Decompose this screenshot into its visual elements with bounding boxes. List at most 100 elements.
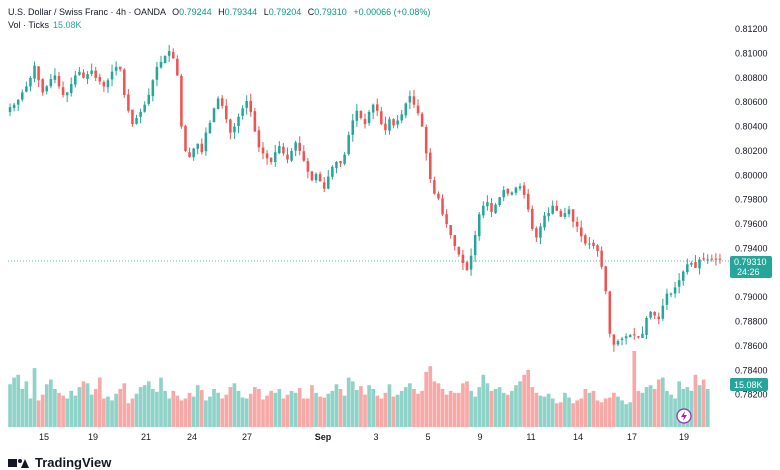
volume-bar [126, 403, 131, 427]
volume-bar [616, 396, 620, 427]
candle-body [98, 77, 102, 82]
volume-bar [514, 385, 518, 427]
volume-bar [40, 394, 45, 427]
price-axis[interactable]: 0.81200 0.81000 0.80800 0.80600 0.80400 0.802… [735, 24, 768, 400]
candle-body [318, 174, 322, 182]
candle-body [555, 205, 559, 211]
volume-bar [285, 394, 290, 427]
candle-body [412, 96, 416, 105]
volume-bar [665, 390, 669, 427]
volume-bar [167, 398, 171, 427]
volume-bar [640, 392, 645, 427]
volume-bar [61, 395, 65, 427]
volume-bar [403, 387, 408, 427]
tradingview-logo[interactable]: TradingView [8, 455, 111, 470]
candle-body [433, 180, 436, 194]
volume-bar [32, 368, 37, 427]
candle-body [53, 75, 57, 80]
candle-body [102, 82, 106, 87]
candle-body [677, 280, 681, 287]
candle-body [90, 70, 93, 74]
candle-body [461, 254, 465, 264]
volume-bar [469, 390, 473, 427]
candle-body [82, 72, 85, 78]
candle-body [41, 79, 44, 93]
volume-bars [8, 351, 710, 427]
volume-bar [701, 379, 706, 427]
volume-bar [567, 397, 571, 427]
volume-bar [346, 377, 351, 427]
volume-bar [28, 398, 33, 427]
candle-body [229, 119, 232, 133]
candle-body [163, 55, 167, 64]
candle-body [331, 166, 334, 177]
volume-bar [24, 381, 29, 427]
volume-bar [301, 398, 306, 427]
volume-bar [297, 388, 302, 427]
volume-bar [375, 395, 380, 427]
candle-body [61, 87, 65, 95]
candle-body [310, 171, 314, 181]
candle-body [216, 98, 220, 110]
volume-bar [505, 394, 510, 427]
candle-body [25, 86, 28, 92]
candle-body [408, 96, 412, 103]
candle-body [253, 111, 257, 132]
candle-body [429, 152, 432, 179]
chart-legend-volume[interactable]: Vol · Ticks 15.08K [8, 20, 82, 30]
current-price-tag[interactable]: 0.79310 24:26 [730, 256, 772, 278]
candle-body [347, 135, 350, 155]
volume-bar [591, 390, 596, 427]
candle-body [86, 74, 89, 79]
time-tick-label: 14 [573, 432, 583, 442]
candle-body [212, 108, 216, 123]
volume-bar [522, 374, 526, 427]
volume-bar [542, 396, 547, 427]
candle-body [669, 293, 673, 295]
volume-bar [171, 390, 176, 427]
candle-body [78, 71, 81, 75]
candle-body [314, 174, 318, 181]
low-value: 0.79204 [268, 7, 302, 17]
candle-body [237, 116, 240, 127]
volume-bar [685, 387, 690, 427]
volume-bar [693, 374, 698, 427]
time-axis[interactable]: 15 19 21 24 27 Sep 3 5 9 11 14 17 19 [39, 432, 689, 442]
volume-bar [477, 387, 482, 427]
price-tick-label: 0.79600 [735, 219, 768, 229]
volume-bar [326, 393, 331, 427]
volume-bar [195, 385, 200, 427]
volume-label[interactable]: Vol · Ticks [8, 20, 50, 30]
volume-bar [448, 390, 453, 427]
chart-legend-ohlc[interactable]: U.S. Dollar / Swiss Franc · 4h · OANDA O… [8, 7, 434, 17]
volume-bar [363, 394, 367, 427]
candle-body [114, 66, 118, 71]
candle-body [184, 125, 187, 151]
volume-bar [485, 383, 490, 427]
volume-bar [534, 392, 539, 427]
candle-body [135, 118, 138, 124]
candle-body [551, 205, 554, 214]
volume-bar [501, 392, 506, 427]
candle-body [290, 150, 293, 161]
volume-bar [216, 392, 220, 427]
candle-body [359, 110, 363, 119]
volume-bar [436, 383, 441, 427]
volume-bar [420, 390, 424, 427]
close-label: C [307, 7, 315, 17]
candle-body [192, 148, 195, 158]
candle-body [694, 262, 697, 268]
candle-body [486, 202, 489, 207]
candle-body [514, 187, 518, 193]
alert-icon[interactable] [676, 408, 692, 424]
volume-tag[interactable]: 15.08K [730, 378, 768, 391]
candle-body [535, 228, 538, 238]
volume-value: 15.08K [53, 20, 82, 30]
volume-bar [607, 397, 612, 427]
volume-bar [44, 384, 49, 427]
symbol-title[interactable]: U.S. Dollar / Swiss Franc · 4h · OANDA [8, 7, 166, 17]
volume-bar [318, 396, 322, 427]
volume-bar [269, 390, 273, 427]
